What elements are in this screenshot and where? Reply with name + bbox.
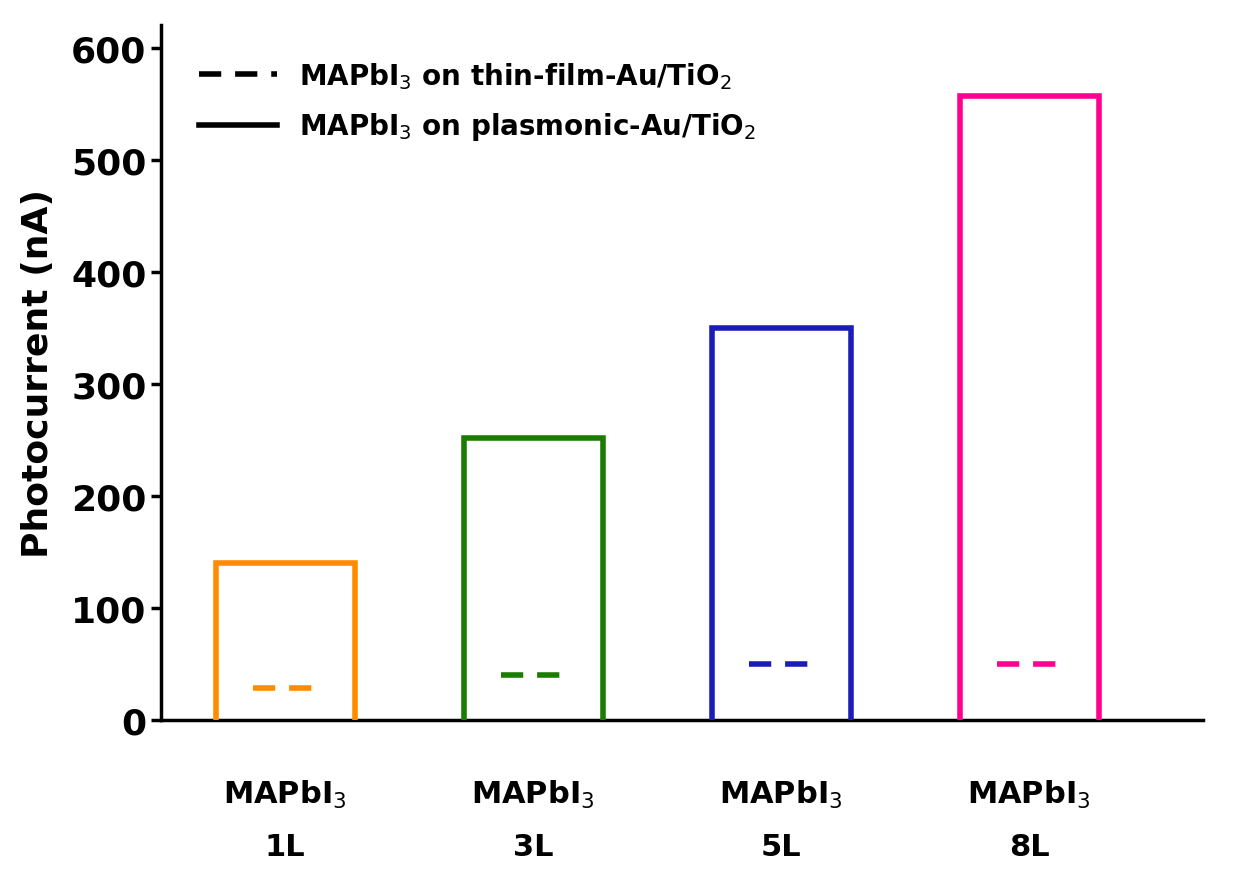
Y-axis label: Photocurrent (nA): Photocurrent (nA) [21, 189, 55, 558]
Text: 5L: 5L [761, 831, 801, 860]
Text: MAPbI$_3$: MAPbI$_3$ [719, 778, 843, 810]
Text: 3L: 3L [513, 831, 553, 860]
Text: MAPbI$_3$: MAPbI$_3$ [967, 778, 1091, 810]
Legend: MAPbI$_3$ on thin-film-Au/TiO$_2$, MAPbI$_3$ on plasmonic-Au/TiO$_2$: MAPbI$_3$ on thin-film-Au/TiO$_2$, MAPbI… [186, 47, 770, 157]
Text: 1L: 1L [265, 831, 305, 860]
Text: MAPbI$_3$: MAPbI$_3$ [471, 778, 595, 810]
Text: 8L: 8L [1009, 831, 1049, 860]
Text: MAPbI$_3$: MAPbI$_3$ [223, 778, 347, 810]
